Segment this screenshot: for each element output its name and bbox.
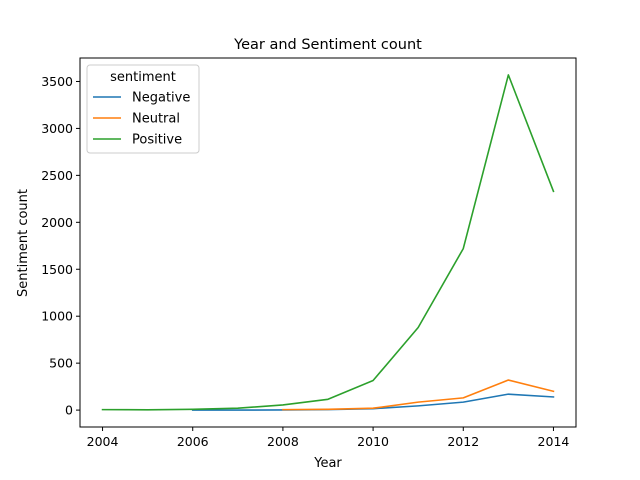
legend-entries: Negative Neutral Positive [93, 91, 190, 148]
x-axis-ticks: 2004 2006 2008 2010 2012 2014 [87, 427, 570, 449]
legend-label-negative: Negative [132, 91, 190, 106]
y-tick-label: 500 [49, 356, 73, 371]
y-tick-label: 3000 [41, 121, 73, 136]
x-tick-label: 2004 [87, 434, 119, 449]
x-tick-label: 2010 [357, 434, 389, 449]
plot-frame [79, 57, 577, 428]
legend-title: sentiment [110, 70, 176, 85]
y-axis-label: Sentiment count [16, 189, 31, 297]
x-tick-label: 2008 [267, 434, 299, 449]
y-tick-label: 1500 [41, 262, 73, 277]
y-tick-label: 1000 [41, 309, 73, 324]
y-tick-label: 2500 [41, 168, 73, 183]
legend-label-neutral: Neutral [132, 112, 180, 127]
x-tick-label: 2012 [447, 434, 479, 449]
y-tick-label: 3500 [41, 74, 73, 89]
y-tick-label: 0 [65, 403, 73, 418]
x-axis-label: Year [313, 456, 342, 471]
legend-label-positive: Positive [132, 133, 182, 148]
x-tick-label: 2006 [177, 434, 209, 449]
series-line-neutral [282, 379, 555, 411]
y-tick-label: 2000 [41, 215, 73, 230]
chart-title: Year and Sentiment count [233, 37, 422, 53]
x-tick-label: 2014 [538, 434, 570, 449]
legend: sentiment Negative Neutral Positive [86, 64, 200, 154]
series-lines [101, 74, 555, 411]
series-line-positive [101, 74, 555, 411]
legend-box [86, 64, 200, 154]
y-axis-ticks: 0 500 1000 1500 2000 2500 3000 3500 [41, 74, 80, 418]
